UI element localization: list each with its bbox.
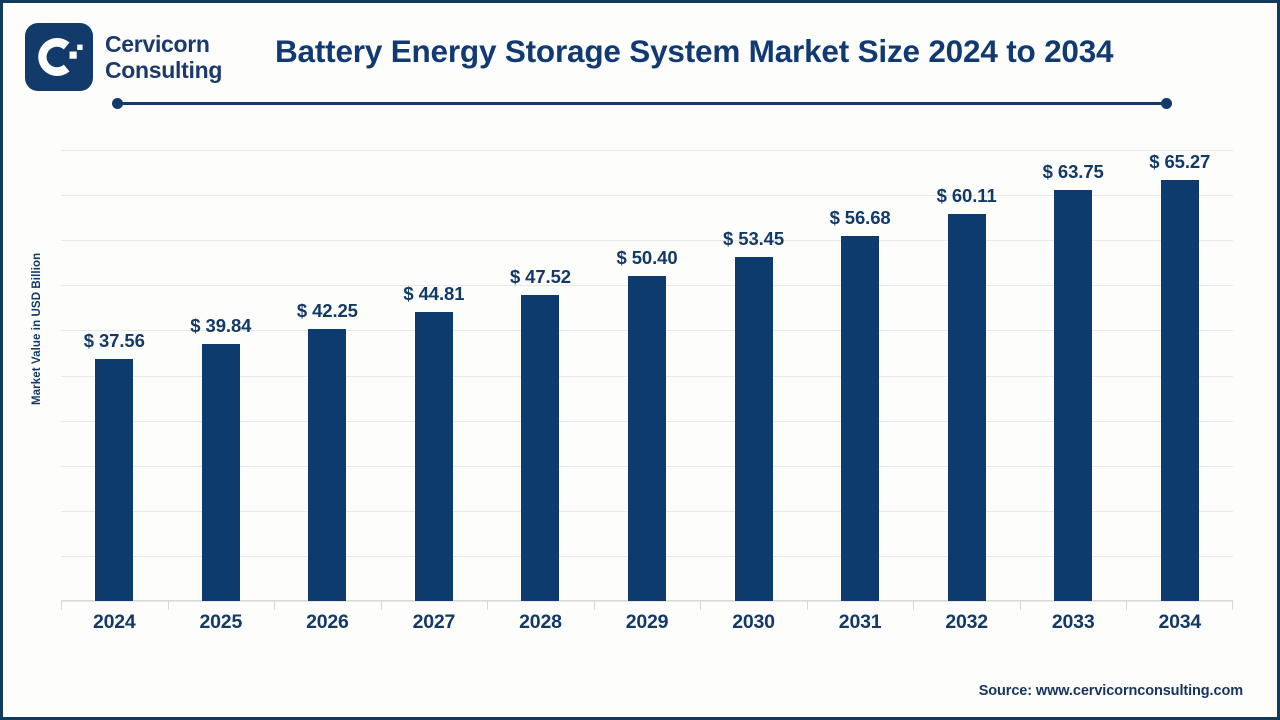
x-axis-tick — [806, 601, 808, 610]
bar[interactable] — [628, 276, 666, 601]
x-axis-label: 2034 — [1158, 611, 1202, 633]
bar-value-label: $ 53.45 — [723, 227, 785, 249]
divider-dot-left — [112, 98, 123, 109]
x-axis-tick — [1019, 601, 1021, 610]
bar-slot: $ 39.84 — [167, 150, 275, 610]
x-axis-tick — [487, 601, 489, 610]
bar[interactable] — [1054, 190, 1093, 601]
x-axis-tick — [700, 601, 702, 610]
brand-name: Cervicorn Consulting — [105, 31, 222, 83]
bar[interactable] — [414, 312, 453, 601]
bar[interactable] — [308, 328, 347, 601]
plot-area: $ 37.56 $ 39.84 $ 42.25 $ 44.81 $ 47.52 $ 50.… — [61, 150, 1233, 610]
bar[interactable] — [734, 256, 773, 601]
gridline — [61, 601, 1233, 602]
y-axis-label: Market Value in USD Billion — [31, 252, 43, 405]
bar-value-label: $ 50.40 — [616, 247, 678, 269]
divider-dot-right — [1161, 98, 1172, 109]
bar-slot: $ 56.68 — [806, 150, 914, 610]
bar[interactable] — [841, 235, 880, 601]
bar[interactable] — [201, 344, 240, 601]
bar-value-label: $ 44.81 — [403, 283, 465, 305]
bar-value-label: $ 63.75 — [1042, 161, 1104, 183]
bar-series: $ 37.56 $ 39.84 $ 42.25 $ 44.81 $ 47.52 $ 50.… — [61, 150, 1233, 610]
x-axis-tick — [1232, 601, 1233, 610]
x-axis-label: 2024 — [92, 611, 136, 633]
x-axis-label: 2032 — [945, 611, 988, 633]
bar-value-label: $ 47.52 — [509, 265, 571, 287]
bar[interactable] — [95, 359, 134, 601]
x-axis-label: 2027 — [412, 611, 456, 633]
x-axis-label: 2029 — [625, 611, 669, 633]
bar-slot: $ 50.40 — [593, 150, 701, 610]
x-axis-tick — [1126, 601, 1128, 610]
x-axis-tick-labels: 2024 2025 2026 2027 2028 2029 2030 2031 2032 2033… — [61, 611, 1233, 645]
brand-name-line1: Cervicorn — [105, 31, 210, 58]
bar[interactable] — [521, 294, 560, 601]
x-axis-tick — [593, 601, 595, 610]
bar-value-label: $ 42.25 — [296, 299, 358, 321]
bar-slot: $ 65.27 — [1126, 150, 1233, 610]
x-axis-label: 2028 — [519, 611, 562, 633]
x-axis-tick — [274, 601, 276, 610]
page-title: Battery Energy Storage System Market Siz… — [275, 33, 1114, 69]
x-axis-tick — [61, 601, 62, 610]
x-axis-tick — [913, 601, 915, 610]
x-axis-label: 2031 — [838, 611, 882, 633]
gridline — [61, 240, 1233, 242]
brand-name-line2: Consulting — [105, 57, 223, 83]
header: Cervicorn Consulting Battery Energy Stor… — [3, 3, 1277, 121]
brand-logo: Cervicorn Consulting — [25, 23, 222, 91]
bar-slot: $ 60.11 — [913, 150, 1020, 610]
x-axis-label: 2025 — [199, 611, 243, 633]
bar-value-label: $ 65.27 — [1149, 151, 1211, 173]
bar[interactable] — [1160, 180, 1199, 601]
bar-slot: $ 44.81 — [380, 150, 488, 610]
x-axis-label: 2033 — [1051, 611, 1095, 633]
bar[interactable] — [947, 213, 986, 601]
title-divider — [112, 98, 1172, 109]
x-axis-tick — [167, 601, 169, 610]
source-credit: Source: www.cervicornconsulting.com — [978, 683, 1243, 699]
gridline — [61, 150, 1233, 151]
cervicorn-c-mark-icon — [25, 23, 93, 91]
x-axis-tick — [380, 601, 382, 610]
bar-slot: $ 47.52 — [487, 150, 594, 610]
x-axis-label: 2026 — [306, 611, 349, 633]
bar-slot: $ 37.56 — [61, 150, 168, 610]
bar-value-label: $ 37.56 — [83, 330, 145, 352]
bar-slot: $ 42.25 — [274, 150, 381, 610]
gridline — [61, 195, 1233, 197]
x-axis-label: 2030 — [732, 611, 775, 633]
bar-slot: $ 53.45 — [700, 150, 807, 610]
bar-value-label: $ 56.68 — [829, 206, 891, 228]
bar-value-label: $ 60.11 — [936, 184, 997, 206]
bar-chart: Market Value in USD Billion $ 37.56 $ 39.… — [3, 121, 1277, 661]
bar-value-label: $ 39.84 — [190, 315, 252, 337]
bar-slot: $ 63.75 — [1019, 150, 1127, 610]
